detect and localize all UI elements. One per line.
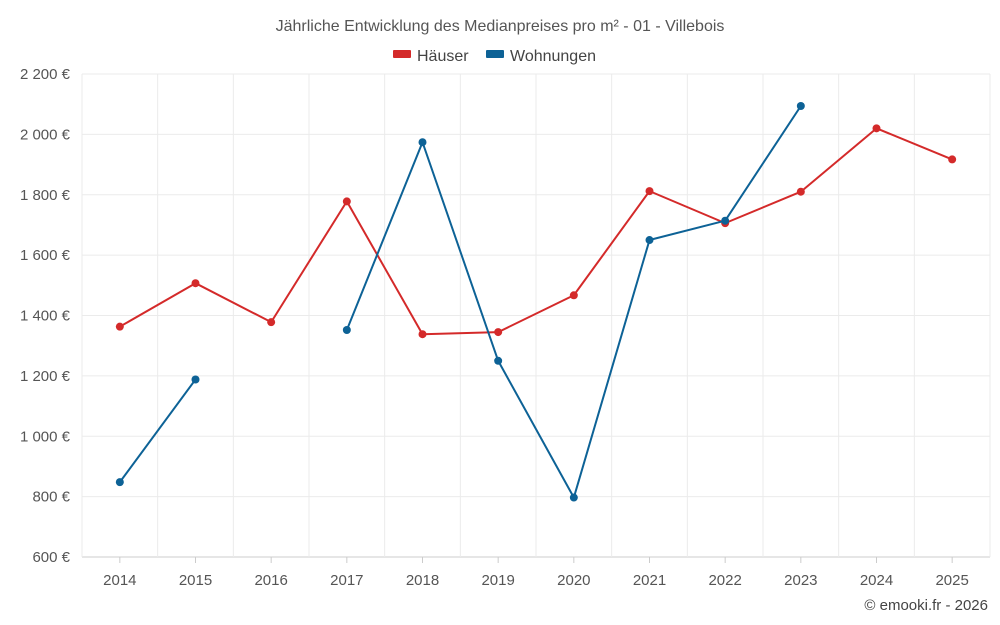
data-point[interactable] [796, 187, 805, 196]
data-point[interactable] [494, 356, 503, 365]
y-tick-label: 1 800 € [20, 187, 71, 204]
data-point[interactable] [191, 375, 200, 384]
x-tick-label: 2019 [481, 572, 514, 589]
data-point[interactable] [115, 478, 124, 487]
data-point[interactable] [342, 197, 351, 206]
data-point[interactable] [569, 493, 578, 502]
data-point[interactable] [267, 318, 276, 327]
x-tick-label: 2024 [860, 572, 893, 589]
y-tick-label: 2 000 € [20, 126, 71, 143]
y-tick-label: 1 600 € [20, 247, 71, 264]
y-tick-label: 1 000 € [20, 428, 71, 445]
x-tick-label: 2016 [254, 572, 287, 589]
data-point[interactable] [115, 322, 124, 331]
legend-item-haeuser[interactable]: Häuser [393, 48, 469, 65]
data-point[interactable] [418, 330, 427, 339]
data-point[interactable] [645, 187, 654, 196]
data-point[interactable] [418, 138, 427, 147]
x-tick-label: 2025 [935, 572, 968, 589]
x-axis-ticks: 2014 2015 2016 2017 2018 2019 2020 2021 2022 2023… [103, 557, 969, 589]
data-point[interactable] [796, 101, 805, 110]
credit-text: © emooki.fr - 2026 [864, 597, 988, 614]
legend-label-wohnungen: Wohnungen [510, 48, 596, 65]
y-axis-ticks: 600 € 800 € 1 000 € 1 200 € 1 400 € 1 600 € 1 … [20, 66, 71, 566]
data-point[interactable] [191, 279, 200, 288]
y-tick-label: 600 € [32, 549, 70, 566]
x-tick-label: 2021 [633, 572, 666, 589]
data-point[interactable] [494, 328, 503, 337]
x-tick-label: 2015 [179, 572, 212, 589]
y-tick-label: 1 400 € [20, 308, 71, 325]
data-point[interactable] [645, 236, 654, 245]
y-tick-label: 800 € [32, 489, 70, 506]
y-tick-label: 1 200 € [20, 368, 71, 385]
series-line [345, 105, 802, 499]
data-point[interactable] [342, 325, 351, 334]
series [115, 101, 957, 502]
legend-swatch-wohnungen [486, 50, 504, 58]
y-tick-label: 2 200 € [20, 66, 71, 83]
legend-item-wohnungen[interactable]: Wohnungen [486, 48, 596, 65]
data-point[interactable] [948, 155, 957, 164]
grid [81, 73, 991, 558]
series-0 [115, 124, 957, 339]
data-point[interactable] [721, 216, 730, 225]
series-line [119, 378, 197, 483]
legend-swatch-haeuser [393, 50, 411, 58]
x-tick-label: 2020 [557, 572, 590, 589]
x-tick-label: 2017 [330, 572, 363, 589]
x-tick-label: 2018 [406, 572, 439, 589]
chart-title: Jährliche Entwicklung des Medianpreises … [276, 18, 725, 35]
legend[interactable]: Häuser Wohnungen [393, 48, 596, 65]
series-1 [115, 101, 805, 502]
data-point[interactable] [569, 291, 578, 300]
x-tick-label: 2022 [708, 572, 741, 589]
legend-label-haeuser: Häuser [417, 48, 469, 65]
series-line [119, 127, 953, 336]
data-point[interactable] [872, 124, 881, 133]
x-tick-label: 2023 [784, 572, 817, 589]
x-tick-label: 2014 [103, 572, 136, 589]
